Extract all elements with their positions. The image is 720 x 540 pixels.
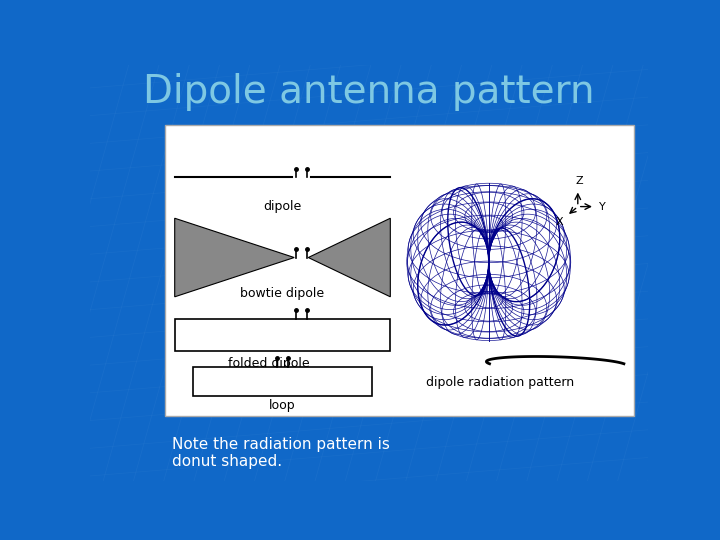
Bar [175, 319, 390, 350]
Text: dipole radiation pattern: dipole radiation pattern [426, 376, 575, 389]
Polygon shape [308, 218, 390, 297]
Text: Dipole antenna pattern: Dipole antenna pattern [143, 73, 595, 111]
Bar [194, 367, 372, 396]
Text: Y: Y [599, 201, 606, 212]
Text: bowtie dipole: bowtie dipole [240, 287, 325, 300]
Text: loop: loop [269, 400, 296, 413]
Text: Note the radiation pattern is
donut shaped.: Note the radiation pattern is donut shap… [172, 437, 390, 469]
Text: folded dipole: folded dipole [228, 357, 310, 370]
Text: dipole: dipole [264, 200, 302, 213]
Text: X: X [556, 218, 564, 227]
Text: Z: Z [575, 176, 583, 186]
Polygon shape [175, 218, 294, 297]
Bar [166, 125, 634, 416]
